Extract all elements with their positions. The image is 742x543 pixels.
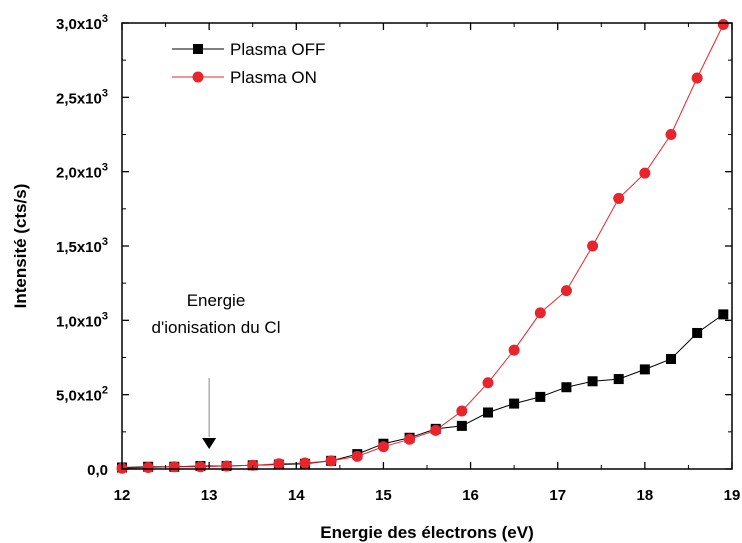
legend-label-plasma-off: Plasma OFF [230, 40, 325, 59]
annotation-line-1: Energie [187, 291, 246, 310]
data-point-plasma-on [273, 458, 285, 470]
data-point-plasma-off [587, 376, 598, 387]
data-point-plasma-off [483, 407, 493, 418]
data-point-plasma-off [613, 374, 624, 385]
data-point-plasma-on [691, 72, 703, 84]
ionisation-annotation: Energie d'ionisation du Cl [152, 291, 281, 449]
data-point-plasma-on [613, 192, 625, 204]
data-point-plasma-on [665, 129, 677, 140]
data-point-plasma-off [456, 420, 467, 431]
data-point-plasma-off [509, 398, 520, 409]
y-tick-label: 2,0x103 [56, 162, 108, 182]
data-point-plasma-on [325, 455, 337, 467]
legend-marker-circle [192, 71, 204, 83]
x-tick-label: 15 [375, 487, 392, 504]
y-tick-label: 3,0x103 [56, 13, 108, 33]
data-point-plasma-on [404, 433, 416, 445]
axis-ticks [121, 22, 733, 470]
x-tick-label: 18 [637, 487, 654, 504]
x-axis-title: Energie des électrons (eV) [320, 523, 534, 542]
annotation-line-2: d'ionisation du Cl [152, 318, 281, 337]
plot-frame [121, 22, 733, 470]
series-line-plasma-on [121, 24, 724, 469]
x-tick-label: 12 [114, 487, 131, 504]
y-tick-label: 1,0x103 [56, 310, 108, 330]
y-axis-title: Intensité (cts/s) [11, 184, 30, 309]
series-layer [116, 18, 729, 474]
x-tick-label: 16 [462, 487, 479, 504]
legend-entry-plasma-off: Plasma OFF [172, 40, 325, 59]
x-tick-labels: 12 13 14 15 16 17 18 19 [114, 487, 741, 504]
data-point-plasma-on [168, 461, 180, 473]
data-point-plasma-on [560, 285, 572, 297]
data-point-plasma-on [351, 450, 363, 462]
y-tick-label: 2,5x103 [56, 87, 108, 107]
legend: Plasma OFF Plasma ON [172, 40, 325, 87]
y-tick-label: 0,0 [87, 462, 108, 479]
data-point-plasma-on [221, 460, 233, 472]
x-tick-label: 19 [724, 487, 741, 504]
y-tick-label: 1,5x103 [56, 236, 108, 256]
down-arrow-icon [202, 438, 217, 449]
data-point-plasma-on [587, 240, 599, 252]
data-point-plasma-on [299, 457, 311, 469]
data-point-plasma-on [456, 405, 468, 417]
data-point-plasma-on [639, 167, 651, 179]
y-tick-label: 5,0x102 [56, 385, 108, 405]
data-point-plasma-on [194, 461, 206, 473]
data-point-plasma-off [639, 364, 650, 375]
x-tick-label: 14 [288, 487, 305, 504]
series-line-plasma-off [121, 313, 724, 468]
data-point-plasma-off [718, 309, 729, 320]
data-point-plasma-on [430, 424, 442, 436]
data-point-plasma-off [535, 391, 546, 402]
legend-marker-square [193, 44, 203, 54]
data-point-plasma-on [142, 462, 154, 474]
x-tick-label: 17 [549, 487, 566, 504]
x-tick-label: 13 [201, 487, 218, 504]
data-point-plasma-on [482, 377, 494, 389]
data-point-plasma-on [534, 307, 546, 319]
y-tick-labels: 0,0 5,0x102 1,0x103 1,5x103 2,0x103 2,5x103 3,… [56, 13, 108, 479]
data-point-plasma-off [561, 382, 572, 393]
data-point-plasma-off [692, 327, 703, 338]
legend-entry-plasma-on: Plasma ON [172, 68, 317, 87]
data-point-plasma-on [717, 18, 729, 30]
data-point-plasma-on [377, 441, 389, 453]
data-point-plasma-off [666, 353, 676, 364]
data-point-plasma-on [508, 344, 520, 356]
legend-label-plasma-on: Plasma ON [230, 68, 317, 87]
